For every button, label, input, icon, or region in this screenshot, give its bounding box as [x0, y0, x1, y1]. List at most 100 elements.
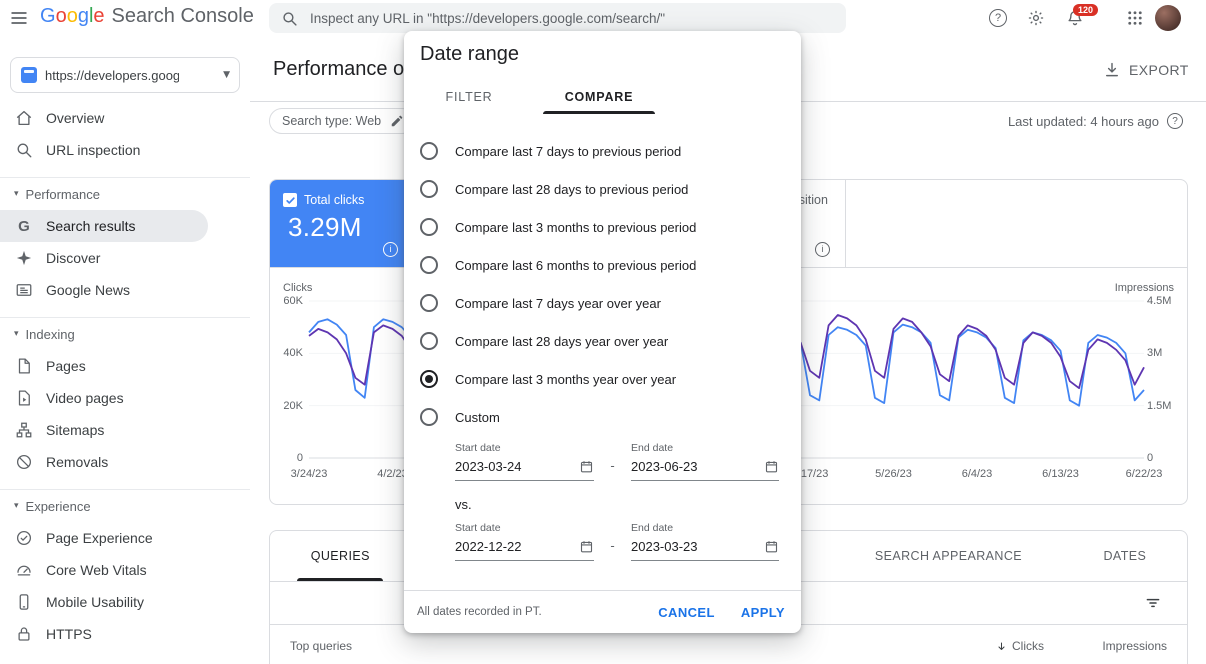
calendar-icon[interactable]	[764, 459, 779, 474]
last-updated: Last updated: 4 hours ago ?	[1008, 113, 1183, 129]
search-type-chip[interactable]: Search type: Web	[269, 108, 416, 134]
checkbox-checked-icon[interactable]	[283, 193, 297, 207]
sidebar-item-discover[interactable]: Discover	[0, 242, 208, 274]
timezone-note: All dates recorded in PT.	[417, 606, 542, 618]
compare-options-list: Compare last 7 days to previous period C…	[404, 132, 801, 436]
triangle-collapse-icon: ▾	[14, 329, 19, 339]
sidebar-item-label: Core Web Vitals	[46, 562, 147, 578]
newspaper-icon	[14, 280, 34, 300]
radio-icon	[420, 256, 438, 274]
metric-card-total-clicks[interactable]: Total clicks 3.29M i	[270, 180, 414, 267]
calendar-icon[interactable]	[579, 459, 594, 474]
hamburger-menu-icon[interactable]	[9, 8, 29, 28]
apps-grid-icon[interactable]	[1126, 9, 1144, 27]
sidebar-item-label: Page Experience	[46, 530, 153, 546]
google-g-icon: G	[18, 217, 30, 235]
sidebar-section-performance[interactable]: ▾ Performance	[0, 178, 250, 210]
end-date-label: End date	[631, 522, 674, 534]
lock-icon	[14, 624, 34, 644]
radio-option[interactable]: Compare last 28 days to previous period	[404, 170, 801, 208]
info-icon[interactable]: i	[383, 239, 398, 257]
end-date-value[interactable]: 2023-06-23	[631, 459, 698, 474]
column-header-clicks[interactable]: Clicks	[996, 639, 1044, 653]
info-icon[interactable]: i	[815, 239, 830, 257]
sidebar-section-experience[interactable]: ▾ Experience	[0, 490, 250, 522]
logo-letter: g	[77, 5, 89, 27]
apply-button[interactable]: APPLY	[740, 604, 785, 620]
radio-icon	[420, 142, 438, 160]
end-date-label: End date	[631, 442, 674, 454]
start-date-field[interactable]: Start date 2022-12-22	[455, 522, 594, 561]
end-date-value[interactable]: 2023-03-23	[631, 539, 698, 554]
url-inspect-search-bar[interactable]	[269, 3, 846, 33]
logo-letter: e	[93, 5, 105, 27]
tab-dates[interactable]: DATES	[1103, 549, 1147, 563]
app-logo[interactable]: Google Search Console	[40, 5, 254, 28]
sidebar-item-mobile-usability[interactable]: Mobile Usability	[0, 586, 208, 618]
sidebar-item-https[interactable]: HTTPS	[0, 618, 208, 650]
sidebar-item-label: Sitemaps	[46, 422, 105, 438]
cancel-button[interactable]: CANCEL	[658, 604, 715, 620]
sidebar-item-pages[interactable]: Pages	[0, 350, 208, 382]
page-icon	[14, 356, 34, 376]
property-label: https://developers.google.com/search/	[45, 67, 179, 83]
sidebar-section-indexing[interactable]: ▾ Indexing	[0, 318, 250, 350]
sidebar-item-overview[interactable]: Overview	[0, 102, 208, 134]
radio-option[interactable]: Compare last 6 months to previous period	[404, 246, 801, 284]
left-axis-ticks: 60K 40K 20K 0	[270, 180, 303, 504]
sidebar-divider	[0, 317, 250, 318]
radio-option-custom[interactable]: Custom	[404, 398, 801, 436]
sidebar-item-core-web-vitals[interactable]: Core Web Vitals	[0, 554, 208, 586]
sidebar-divider	[0, 177, 250, 178]
home-icon	[14, 108, 34, 128]
page-experience-icon	[14, 528, 34, 548]
column-header-impressions[interactable]: Impressions	[1102, 639, 1167, 653]
sidebar-item-label: Pages	[46, 358, 86, 374]
calendar-icon[interactable]	[579, 539, 594, 554]
filter-icon[interactable]	[1144, 594, 1162, 612]
sidebar-item-google-news[interactable]: Google News	[0, 274, 208, 306]
sidebar-section-label: Indexing	[25, 326, 75, 342]
export-button[interactable]: EXPORT	[1103, 61, 1189, 79]
sidebar-divider	[0, 489, 250, 490]
sidebar-item-video-pages[interactable]: Video pages	[0, 382, 208, 414]
triangle-collapse-icon: ▾	[14, 501, 19, 511]
help-icon[interactable]: ?	[1167, 113, 1183, 129]
url-inspect-input[interactable]	[308, 9, 834, 27]
radio-option[interactable]: Compare last 3 months year over year	[404, 360, 801, 398]
x-axis-tick: 6/13/23	[1042, 468, 1079, 480]
sidebar-item-page-experience[interactable]: Page Experience	[0, 522, 208, 554]
radio-option[interactable]: Compare last 7 days to previous period	[404, 132, 801, 170]
help-icon[interactable]: ?	[989, 9, 1007, 27]
avatar[interactable]	[1155, 5, 1181, 31]
radio-option[interactable]: Compare last 7 days year over year	[404, 284, 801, 322]
tab-filter[interactable]: FILTER	[445, 90, 493, 104]
logo-suffix: Search Console	[111, 5, 254, 27]
radio-option[interactable]: Compare last 3 months to previous period	[404, 208, 801, 246]
start-date-value[interactable]: 2023-03-24	[455, 459, 522, 474]
edit-pencil-icon	[390, 114, 404, 128]
sidebar-item-removals[interactable]: Removals	[0, 446, 208, 478]
start-date-value[interactable]: 2022-12-22	[455, 539, 522, 554]
date-range-dialog: Date range FILTER COMPARE Compare last 7…	[404, 31, 801, 633]
sidebar-item-search-results[interactable]: G Search results	[0, 210, 208, 242]
start-date-field[interactable]: Start date 2023-03-24	[455, 442, 594, 481]
end-date-field[interactable]: End date 2023-03-23	[631, 522, 779, 561]
tab-search-appearance[interactable]: SEARCH APPEARANCE	[874, 549, 1022, 563]
start-date-label: Start date	[455, 442, 501, 454]
date-range-1: Start date 2023-03-24 - End date 2023-06…	[455, 442, 801, 481]
property-selector[interactable]: https://developers.google.com/search/ ▼	[10, 57, 240, 93]
sidebar-item-sitemaps[interactable]: Sitemaps	[0, 414, 208, 446]
radio-option[interactable]: Compare last 28 days year over year	[404, 322, 801, 360]
tab-compare[interactable]: COMPARE	[534, 80, 664, 114]
column-header-top-queries[interactable]: Top queries	[290, 639, 353, 653]
tab-queries[interactable]: QUERIES	[270, 531, 411, 581]
sitemap-icon	[14, 420, 34, 440]
calendar-icon[interactable]	[764, 539, 779, 554]
end-date-field[interactable]: End date 2023-06-23	[631, 442, 779, 481]
radio-icon	[420, 294, 438, 312]
sidebar-item-url-inspection[interactable]: URL inspection	[0, 134, 208, 166]
settings-gear-icon[interactable]	[1027, 9, 1045, 27]
radio-icon	[420, 408, 438, 426]
